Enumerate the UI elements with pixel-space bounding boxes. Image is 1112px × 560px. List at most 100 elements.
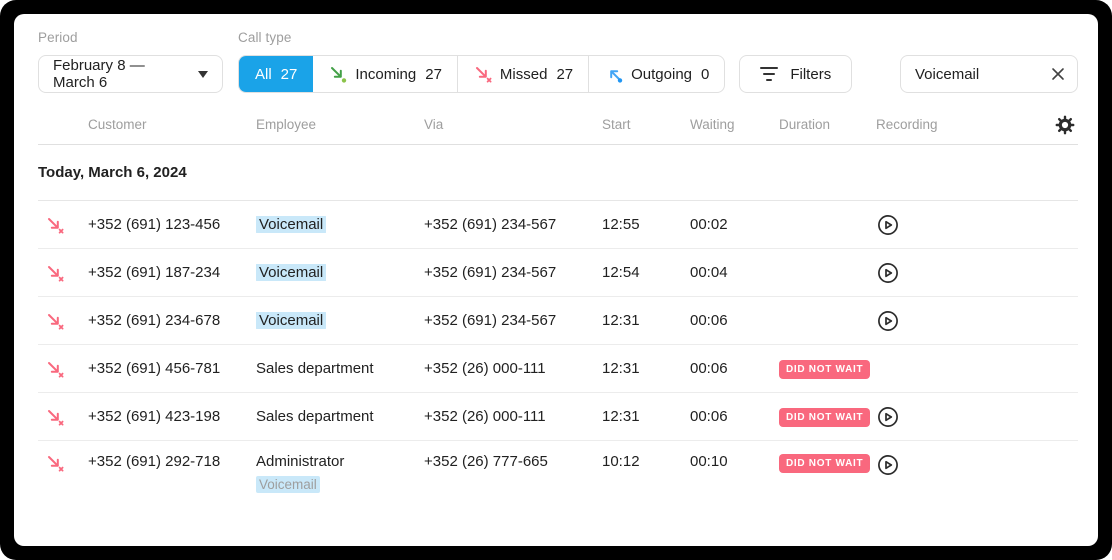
col-start: Start: [602, 117, 631, 132]
customer-number: +352 (691) 187-234: [88, 264, 221, 281]
col-duration: Duration: [779, 117, 831, 132]
play-recording-button[interactable]: [876, 261, 900, 285]
missed-call-icon: [48, 217, 64, 234]
missed-call-icon: [48, 456, 64, 472]
table-row: +352 (691) 292-718 Administrator Voicema…: [38, 441, 1078, 525]
call-type-label: Call type: [238, 30, 292, 45]
tab-missed-label: Missed: [499, 65, 548, 83]
tab-all-label: All: [255, 65, 272, 83]
play-icon: [878, 310, 898, 331]
search-input[interactable]: [900, 55, 1078, 93]
table-row: +352 (691) 187-234 Voicemail +352 (691) …: [38, 249, 1078, 297]
play-recording-button[interactable]: [876, 309, 900, 333]
period-value: February 8 — March 6: [53, 57, 145, 91]
col-customer: Customer: [88, 117, 147, 132]
start-time: 12:31: [602, 312, 640, 329]
play-recording-button[interactable]: [876, 213, 900, 237]
waiting-time: 00:06: [690, 408, 728, 425]
did-not-wait-badge: DID NOT WAIT: [779, 407, 871, 427]
filter-lines-icon: [760, 66, 779, 82]
waiting-time: 00:02: [690, 216, 728, 233]
play-recording-button[interactable]: [876, 405, 900, 429]
missed-call-icon: [48, 409, 64, 426]
employee-name: Voicemail: [256, 216, 327, 233]
table-settings-button[interactable]: [1052, 112, 1078, 138]
customer-number: +352 (691) 123-456: [88, 216, 221, 233]
play-recording-button[interactable]: [876, 453, 900, 477]
filters-button[interactable]: Filters: [739, 55, 853, 93]
employee-voicemail-tag: Voicemail: [256, 476, 320, 493]
customer-number: +352 (691) 234-678: [88, 312, 221, 329]
gear-icon: [1055, 115, 1075, 134]
col-via: Via: [424, 117, 444, 132]
close-icon: [1052, 68, 1064, 80]
employee-name: Sales department: [256, 360, 374, 377]
call-log-panel: Period February 8 — March 6 Call type Al…: [14, 14, 1098, 546]
via-number: +352 (26) 000-111: [424, 360, 546, 377]
table-header: Customer Employee Via Start Waiting Dura…: [38, 105, 1078, 145]
waiting-time: 00:10: [690, 453, 728, 470]
period-select[interactable]: February 8 — March 6: [38, 55, 223, 93]
tab-incoming[interactable]: Incoming 27: [313, 56, 457, 92]
period-label: Period: [38, 30, 78, 45]
search-box: [900, 55, 1078, 93]
tab-outgoing-label: Outgoing: [631, 65, 693, 83]
tab-all-count: 27: [280, 65, 298, 83]
start-time: 12:31: [602, 360, 640, 377]
col-recording: Recording: [876, 117, 938, 132]
via-number: +352 (691) 234-567: [424, 216, 557, 233]
customer-number: +352 (691) 423-198: [88, 408, 221, 425]
start-time: 12:31: [602, 408, 640, 425]
did-not-wait-badge: DID NOT WAIT: [779, 359, 871, 379]
tab-incoming-count: 27: [425, 65, 442, 83]
missed-call-icon: [475, 67, 492, 83]
table-row: +352 (691) 123-456 Voicemail +352 (691) …: [38, 201, 1078, 249]
employee-name: Voicemail: [256, 312, 327, 329]
tab-missed-count: 27: [556, 65, 574, 83]
tab-outgoing[interactable]: Outgoing 0: [588, 56, 724, 92]
customer-number: +352 (691) 292-718: [88, 453, 221, 470]
waiting-time: 00:06: [690, 360, 728, 377]
call-type-tabs: All 27 Incoming 27 Missed 27: [238, 55, 726, 93]
waiting-time: 00:06: [690, 312, 728, 329]
play-icon: [878, 262, 898, 283]
play-icon: [878, 406, 898, 427]
via-number: +352 (691) 234-567: [424, 264, 557, 281]
tab-all[interactable]: All 27: [239, 56, 314, 92]
employee-name: Voicemail: [256, 264, 327, 281]
missed-call-icon: [48, 361, 64, 378]
tab-outgoing-count: 0: [701, 65, 710, 83]
employee-name: Sales department: [256, 408, 374, 425]
tab-missed[interactable]: Missed 27: [456, 56, 588, 92]
table-row: +352 (691) 456-781 Sales department +352…: [38, 345, 1078, 393]
waiting-time: 00:04: [690, 264, 728, 281]
via-number: +352 (26) 000-111: [424, 408, 546, 425]
chevron-down-icon: [198, 70, 208, 78]
table-row: +352 (691) 234-678 Voicemail +352 (691) …: [38, 297, 1078, 345]
missed-call-icon: [48, 313, 64, 330]
date-group-header: Today, March 6, 2024: [38, 145, 1078, 201]
filters-button-label: Filters: [790, 65, 832, 83]
employee-name: Administrator: [256, 453, 345, 470]
call-type-group: Call type All 27 Incoming 27 Missed 27: [238, 30, 726, 93]
customer-number: +352 (691) 456-781: [88, 360, 221, 377]
start-time: 12:55: [602, 216, 640, 233]
did-not-wait-badge: DID NOT WAIT: [779, 454, 871, 473]
start-time: 12:54: [602, 264, 640, 281]
missed-call-icon: [48, 265, 64, 282]
play-icon: [878, 214, 898, 235]
via-number: +352 (26) 777-665: [424, 453, 548, 470]
via-number: +352 (691) 234-567: [424, 312, 557, 329]
tab-incoming-label: Incoming: [355, 65, 417, 83]
period-group: Period February 8 — March 6: [38, 30, 223, 93]
col-employee: Employee: [256, 117, 317, 132]
outgoing-call-icon: [610, 70, 624, 84]
clear-search-button[interactable]: [1046, 62, 1070, 86]
start-time: 10:12: [602, 453, 640, 470]
table-row: +352 (691) 423-198 Sales department +352…: [38, 393, 1078, 441]
filters-bar: Period February 8 — March 6 Call type Al…: [38, 30, 1078, 93]
col-waiting: Waiting: [690, 117, 735, 132]
play-icon: [878, 455, 898, 475]
incoming-call-icon: [331, 67, 348, 84]
